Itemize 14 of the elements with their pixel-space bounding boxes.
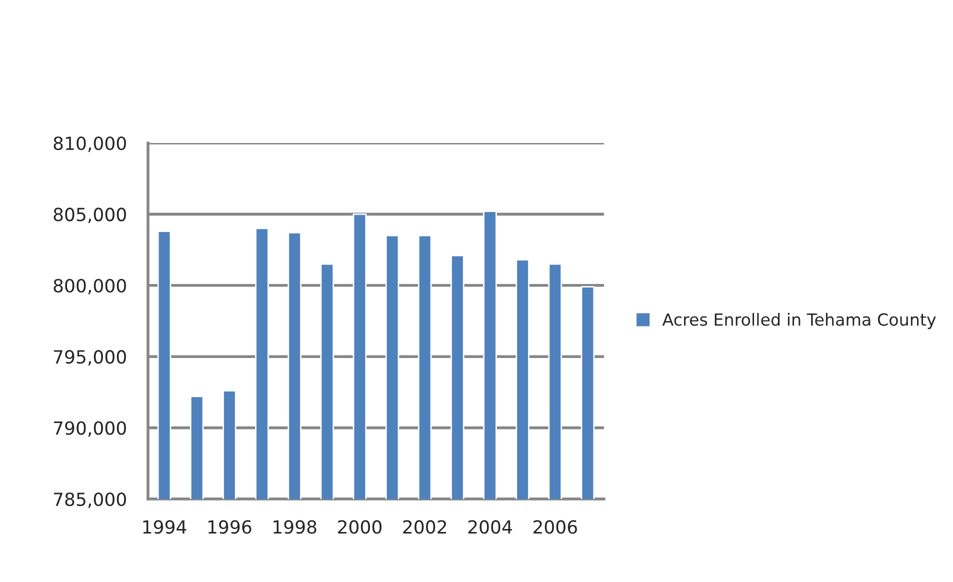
y-tick-label: 790,000 (54, 421, 126, 437)
y-tick-label: 805,000 (54, 208, 126, 224)
x-tick-label: 1996 (208, 520, 252, 534)
y-tick-label: 785,000 (54, 492, 126, 508)
x-tick-label: 2000 (338, 520, 382, 534)
legend-label: Acres Enrolled in Tehama County (662, 312, 936, 330)
y-tick-label: 800,000 (54, 278, 126, 294)
y-tick-label: 810,000 (54, 136, 126, 152)
x-tick-label: 1998 (274, 520, 316, 534)
x-tick-label: 2004 (468, 520, 512, 534)
x-tick-label: 1994 (143, 520, 186, 534)
x-tick-label: 2002 (403, 520, 446, 534)
x-tick-label: 2006 (533, 520, 577, 534)
y-tick-label: 795,000 (54, 350, 126, 366)
